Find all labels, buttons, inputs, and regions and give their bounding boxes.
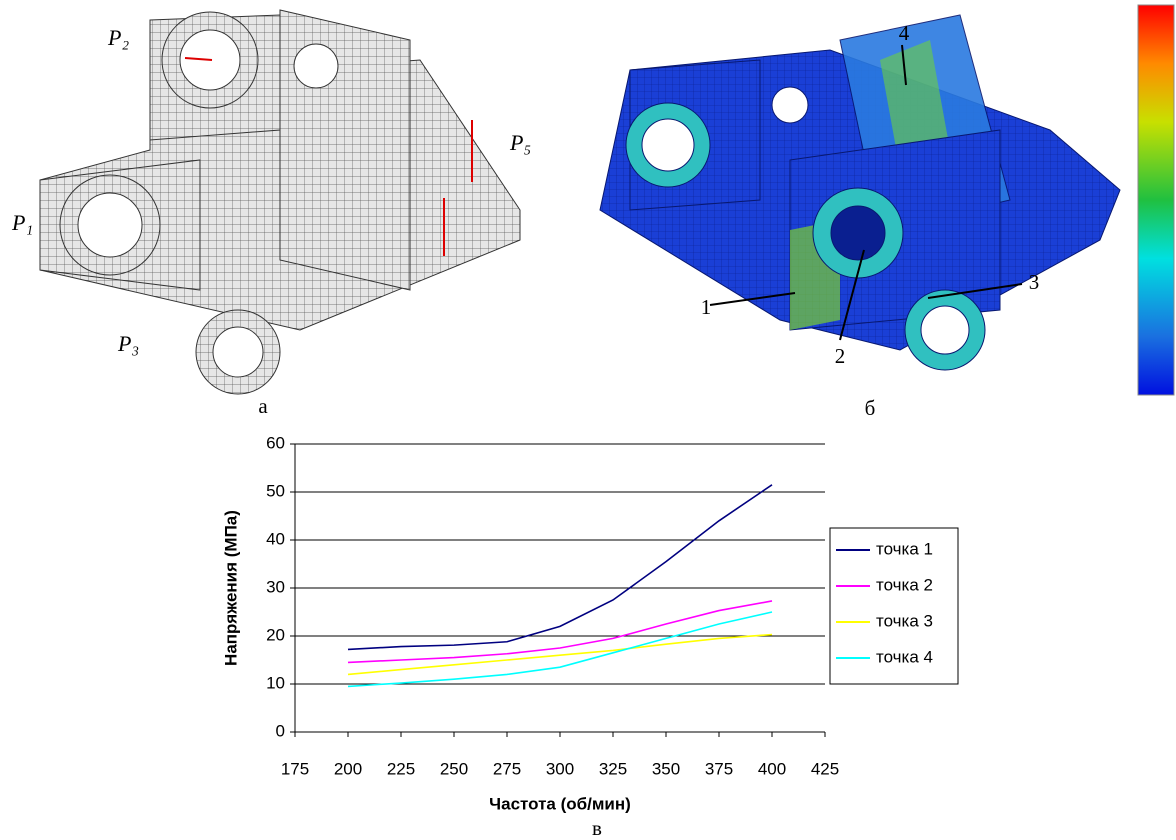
stress-model [600, 5, 1174, 395]
y-tick-label: 40 [266, 529, 285, 548]
legend-label: точка 4 [876, 647, 933, 666]
y-tick-label: 30 [266, 577, 285, 596]
x-tick-label: 375 [705, 759, 733, 778]
legend-label: точка 1 [876, 539, 933, 558]
load-label: P₁ [11, 210, 33, 235]
series-line [348, 635, 772, 675]
line-chart: Напряжения (МПа) Частота (об/мин) 0 10 20 3… [221, 433, 958, 813]
panel-caption: в [592, 816, 602, 840]
x-tick-label: 425 [811, 759, 839, 778]
x-tick-label: 225 [387, 759, 415, 778]
legend-label: точка 2 [876, 575, 933, 594]
load-label: P₂ [107, 25, 129, 50]
point-label: 4 [899, 21, 910, 45]
load-label: P₃ [117, 331, 139, 356]
x-tick-label: 350 [652, 759, 680, 778]
mesh-model [40, 10, 520, 394]
x-tick-label: 200 [334, 759, 362, 778]
series-line [348, 601, 772, 662]
legend-label: точка 3 [876, 611, 933, 630]
point-label: 2 [835, 344, 846, 368]
series-line [348, 612, 772, 686]
y-axis-title: Напряжения (МПа) [221, 510, 240, 666]
x-tick-label: 300 [546, 759, 574, 778]
y-tick-label: 10 [266, 673, 285, 692]
figure: P₂ P₅ P₁ P₃ а 4 1 3 2 б Напряжения (МПа)… [0, 0, 1176, 840]
y-tick-label: 20 [266, 625, 285, 644]
x-tick-label: 275 [493, 759, 521, 778]
x-tick-label: 325 [599, 759, 627, 778]
x-tick-label: 250 [440, 759, 468, 778]
x-axis-title: Частота (об/мин) [489, 794, 631, 813]
y-tick-label: 60 [266, 433, 285, 452]
series-line [348, 485, 772, 650]
panel-caption: б [865, 396, 876, 420]
x-tick-label: 175 [281, 759, 309, 778]
load-label: P₅ [509, 130, 531, 155]
y-tick-label: 50 [266, 481, 285, 500]
panel-caption: а [258, 394, 268, 418]
x-tick-label: 400 [758, 759, 786, 778]
point-label: 3 [1029, 270, 1040, 294]
y-tick-label: 0 [276, 721, 285, 740]
point-label: 1 [701, 295, 712, 319]
